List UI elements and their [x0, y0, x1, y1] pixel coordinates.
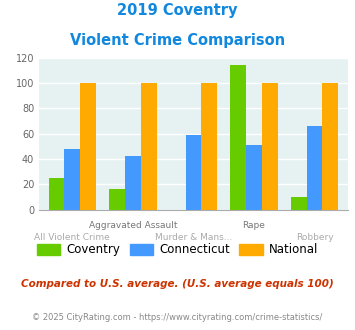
Bar — [201, 83, 217, 210]
Bar — [230, 65, 246, 210]
Bar — [65, 149, 80, 210]
Text: Compared to U.S. average. (U.S. average equals 100): Compared to U.S. average. (U.S. average … — [21, 279, 334, 289]
Text: Rape: Rape — [242, 221, 266, 230]
Bar — [291, 197, 307, 210]
Text: Robbery: Robbery — [296, 233, 333, 242]
Bar — [141, 83, 157, 210]
Text: © 2025 CityRating.com - https://www.cityrating.com/crime-statistics/: © 2025 CityRating.com - https://www.city… — [32, 314, 323, 322]
Bar — [80, 83, 96, 210]
Bar — [186, 135, 201, 210]
Text: Violent Crime Comparison: Violent Crime Comparison — [70, 33, 285, 48]
Bar — [125, 156, 141, 210]
Text: Murder & Mans...: Murder & Mans... — [155, 233, 232, 242]
Bar — [49, 178, 65, 210]
Legend: Coventry, Connecticut, National: Coventry, Connecticut, National — [32, 239, 323, 261]
Text: Aggravated Assault: Aggravated Assault — [89, 221, 177, 230]
Bar — [262, 83, 278, 210]
Bar — [307, 126, 322, 210]
Bar — [109, 189, 125, 210]
Bar — [246, 145, 262, 210]
Bar — [322, 83, 338, 210]
Text: 2019 Coventry: 2019 Coventry — [117, 3, 238, 18]
Text: All Violent Crime: All Violent Crime — [34, 233, 110, 242]
